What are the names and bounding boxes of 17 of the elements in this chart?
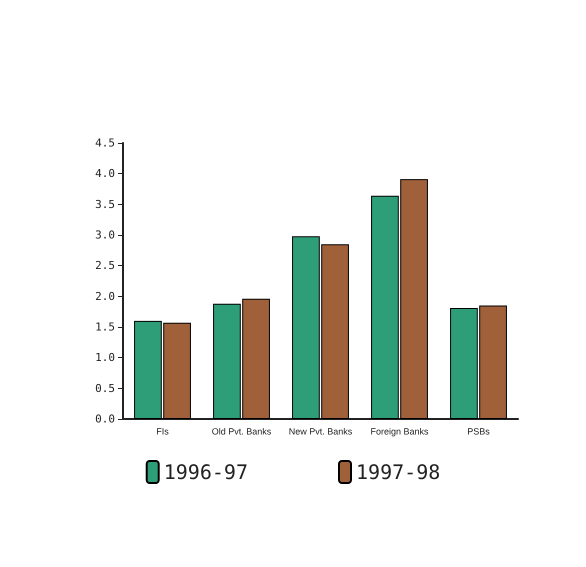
y-tick-label: 2.0 bbox=[95, 290, 115, 303]
x-tick-label: Foreign Banks bbox=[370, 426, 430, 436]
y-tick-label: 3.0 bbox=[95, 228, 115, 242]
x-tick-label: Old Pvt. Banks bbox=[212, 426, 272, 436]
y-tick-label: 2.5 bbox=[95, 259, 115, 272]
x-tick-label: PSBs bbox=[467, 426, 490, 436]
y-tick-label: 1.5 bbox=[95, 320, 115, 334]
legend-label: 1997-98 bbox=[356, 460, 440, 484]
x-tick-label: FIs bbox=[156, 426, 170, 436]
y-tick-label: 1.0 bbox=[95, 351, 115, 364]
y-tick-label: 4.0 bbox=[95, 167, 115, 180]
y-tick-label: 0.0 bbox=[95, 412, 115, 426]
legend-label: 1996-97 bbox=[164, 460, 248, 484]
x-tick-label: New Pvt. Banks bbox=[288, 426, 353, 436]
y-tick-label: 4.5 bbox=[95, 136, 115, 150]
y-tick-label: 0.5 bbox=[95, 382, 115, 395]
y-tick-label: 3.5 bbox=[95, 198, 115, 211]
